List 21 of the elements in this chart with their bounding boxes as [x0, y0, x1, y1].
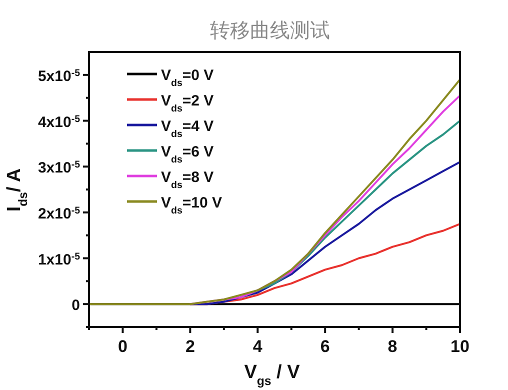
legend-label: V$_{ds}$=2 V: [161, 92, 214, 114]
legend-label: V$_{ds}$=6 V: [161, 144, 214, 165]
legend-label: V$_{ds}$=0 V: [161, 67, 214, 88]
y-tick-label: 4x10$^{-5}$: [38, 113, 81, 131]
legend-label: V$_{ds}$=8 V: [161, 169, 214, 190]
x-tick-label: 10: [450, 337, 470, 356]
x-tick-label: 4: [252, 337, 263, 356]
chart-title: 转移曲线测试: [210, 20, 330, 42]
legend-label: V$_{ds}$=10 V: [161, 194, 222, 216]
y-tick-label: 2x10$^{-5}$: [38, 204, 81, 222]
y-tick-label: 1x10$^{-5}$: [38, 250, 81, 268]
x-axis-title: V$_{gs}$ / V: [244, 362, 300, 388]
x-tick-label: 6: [320, 337, 330, 356]
x-tick-label: 0: [118, 337, 128, 356]
x-tick-label: 2: [185, 337, 195, 356]
x-tick-label: 8: [388, 337, 398, 356]
y-tick-label: 3x10$^{-5}$: [38, 159, 81, 177]
y-tick-label: 0: [72, 297, 80, 314]
line-series: [89, 78, 460, 306]
legend-label: V$_{ds}$=4 V: [161, 118, 214, 140]
y-tick-label: 5x10$^{-5}$: [38, 67, 81, 85]
